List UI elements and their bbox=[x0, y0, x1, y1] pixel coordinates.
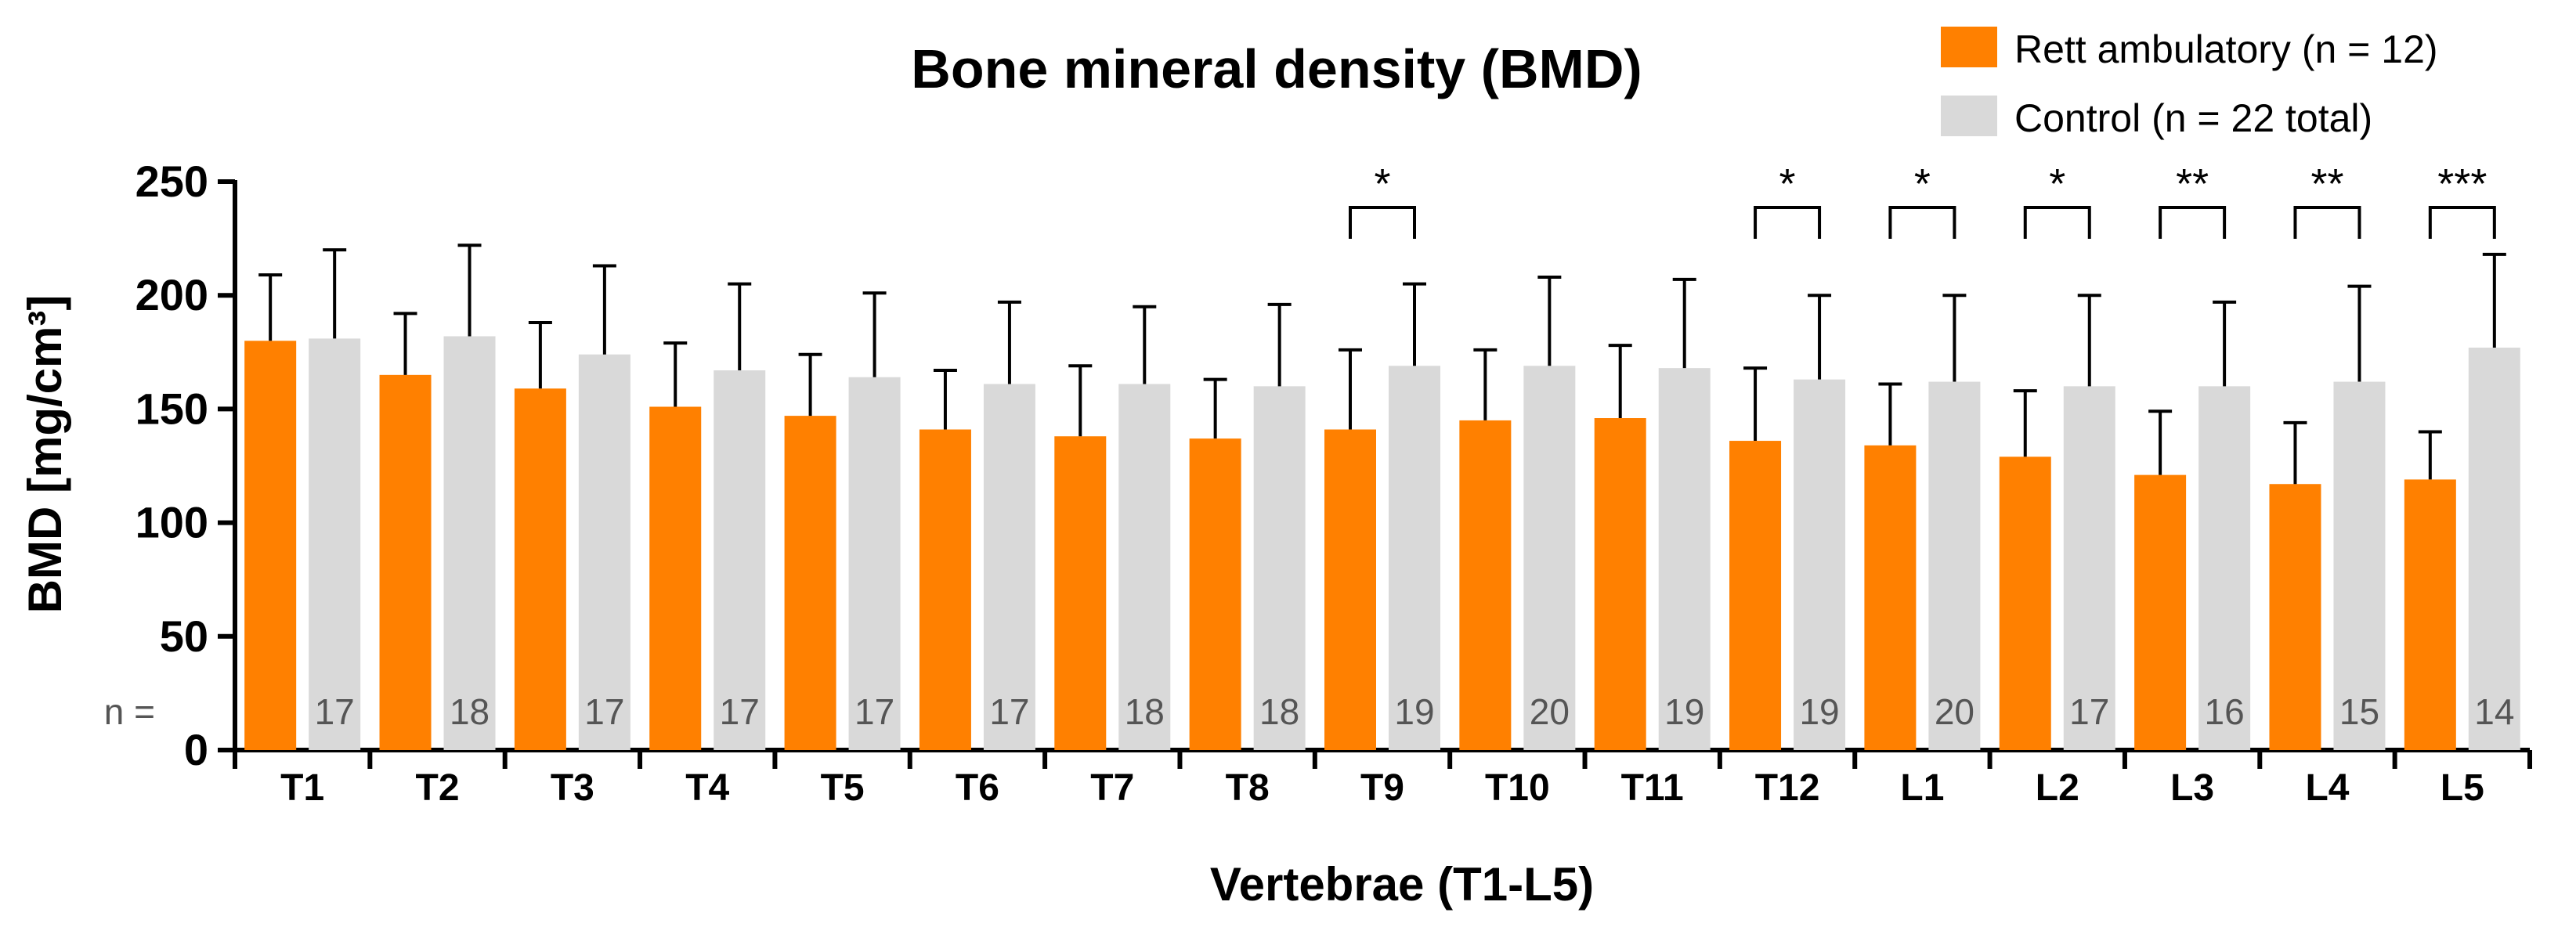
n-value-T1: 17 bbox=[315, 691, 355, 732]
bar-rett-T6 bbox=[919, 429, 971, 750]
significance-bracket-L2 bbox=[2023, 206, 2091, 239]
legend-swatch-rett bbox=[1941, 27, 1997, 67]
bar-rett-T3 bbox=[514, 388, 566, 750]
bar-control-T11 bbox=[1658, 368, 1711, 750]
significance-label-L5: *** bbox=[2437, 161, 2487, 207]
x-tick-label-T10: T10 bbox=[1485, 767, 1550, 809]
legend: Rett ambulatory (n = 12) Control (n = 22… bbox=[1941, 27, 2438, 140]
bar-control-L3 bbox=[2198, 386, 2251, 750]
bar-rett-T7 bbox=[1054, 436, 1107, 750]
x-tick-label-T9: T9 bbox=[1360, 767, 1404, 809]
n-value-L3: 16 bbox=[2205, 691, 2245, 732]
bar-rett-T12 bbox=[1729, 441, 1782, 750]
plot-area: 0 50 100 150 200 250 17 T1 18 T2 17 T3 17 T4 17 T5 17 T6 1… bbox=[135, 157, 2532, 809]
y-tick-label: 0 bbox=[184, 725, 208, 774]
bar-rett-T8 bbox=[1189, 438, 1241, 750]
x-tick-label-T5: T5 bbox=[821, 767, 865, 809]
n-value-L2: 17 bbox=[2069, 691, 2109, 732]
y-tick-label: 150 bbox=[135, 384, 208, 433]
chart-title: Bone mineral density (BMD) bbox=[911, 38, 1642, 99]
significance-bracket-T9 bbox=[1349, 206, 1416, 239]
n-value-T10: 20 bbox=[1530, 691, 1570, 732]
x-tick-label-T6: T6 bbox=[956, 767, 999, 809]
n-value-L1: 20 bbox=[1935, 691, 1974, 732]
bar-control-T12 bbox=[1794, 379, 1846, 750]
significance-bracket-L3 bbox=[2159, 206, 2227, 239]
bar-rett-T10 bbox=[1459, 420, 1512, 750]
n-value-T11: 19 bbox=[1664, 691, 1704, 732]
significance-label-T12: * bbox=[1779, 161, 1796, 207]
x-tick-label-T3: T3 bbox=[551, 767, 594, 809]
bar-rett-T1 bbox=[244, 341, 297, 750]
bar-control-T5 bbox=[848, 377, 901, 750]
x-tick-label-L5: L5 bbox=[2441, 767, 2484, 809]
x-tick-label-L2: L2 bbox=[2036, 767, 2079, 809]
significance-bracket-T12 bbox=[1754, 206, 1822, 239]
y-axis-label: BMD [mg/cm³] bbox=[19, 295, 71, 614]
significance-label-L3: ** bbox=[2176, 161, 2209, 207]
bar-control-T3 bbox=[578, 354, 630, 750]
x-tick-label-L1: L1 bbox=[1900, 767, 1944, 809]
bar-control-L2 bbox=[2063, 386, 2115, 750]
bar-rett-L3 bbox=[2134, 474, 2187, 750]
n-value-L5: 14 bbox=[2474, 691, 2514, 732]
bar-rett-L4 bbox=[2269, 484, 2321, 750]
legend-swatch-control bbox=[1941, 96, 1997, 136]
bar-rett-T2 bbox=[379, 374, 432, 750]
significance-bracket-L5 bbox=[2428, 206, 2496, 239]
n-value-T4: 17 bbox=[720, 691, 760, 732]
bar-rett-T5 bbox=[784, 416, 836, 750]
significance-label-L4: ** bbox=[2310, 161, 2343, 207]
bar-control-L5 bbox=[2468, 347, 2520, 750]
x-axis-label: Vertebrae (T1-L5) bbox=[1210, 858, 1594, 911]
n-value-T6: 17 bbox=[989, 691, 1029, 732]
significance-label-T9: * bbox=[1374, 161, 1390, 207]
bar-rett-T9 bbox=[1324, 429, 1376, 750]
bar-rett-T4 bbox=[649, 406, 702, 750]
y-tick-label: 200 bbox=[135, 270, 208, 319]
bar-control-T6 bbox=[983, 384, 1035, 750]
n-value-T8: 18 bbox=[1259, 691, 1299, 732]
bar-rett-L2 bbox=[1999, 456, 2051, 750]
bar-control-T8 bbox=[1253, 386, 1306, 750]
x-tick-label-T8: T8 bbox=[1226, 767, 1270, 809]
bar-control-T7 bbox=[1118, 384, 1171, 750]
x-tick-label-L4: L4 bbox=[2305, 767, 2349, 809]
legend-label-rett: Rett ambulatory (n = 12) bbox=[2014, 27, 2438, 71]
x-tick-label-T4: T4 bbox=[685, 767, 729, 809]
x-tick-label-T11: T11 bbox=[1621, 767, 1684, 809]
x-tick-label-T1: T1 bbox=[280, 767, 324, 809]
y-tick-label: 100 bbox=[135, 498, 208, 547]
bar-control-T2 bbox=[443, 336, 496, 750]
n-value-T7: 18 bbox=[1125, 691, 1165, 732]
bar-rett-T11 bbox=[1594, 418, 1646, 750]
significance-bracket-L1 bbox=[1888, 206, 1956, 239]
significance-label-L2: * bbox=[2049, 161, 2065, 207]
n-value-T12: 19 bbox=[1799, 691, 1839, 732]
significance-label-L1: * bbox=[1914, 161, 1931, 207]
bar-rett-L1 bbox=[1864, 445, 1917, 750]
x-tick-label-T2: T2 bbox=[416, 767, 460, 809]
bar-control-T1 bbox=[309, 338, 361, 751]
n-value-T3: 17 bbox=[584, 691, 624, 732]
bar-control-T4 bbox=[714, 370, 766, 750]
bar-control-L1 bbox=[1928, 381, 1981, 750]
x-tick-label-T12: T12 bbox=[1755, 767, 1820, 809]
n-value-T5: 17 bbox=[854, 691, 894, 732]
legend-label-control: Control (n = 22 total) bbox=[2014, 96, 2372, 140]
x-tick-label-L3: L3 bbox=[2170, 767, 2214, 809]
significance-bracket-L4 bbox=[2293, 206, 2361, 239]
n-value-L4: 15 bbox=[2339, 691, 2379, 732]
y-tick-label: 250 bbox=[135, 157, 208, 206]
bar-rett-L5 bbox=[2404, 479, 2456, 750]
y-tick-label: 50 bbox=[160, 611, 208, 661]
bar-control-T10 bbox=[1523, 366, 1576, 750]
n-value-T2: 18 bbox=[450, 691, 490, 732]
n-label: n = bbox=[104, 691, 155, 732]
x-tick-label-T7: T7 bbox=[1090, 767, 1134, 809]
n-value-T9: 19 bbox=[1394, 691, 1434, 732]
bar-control-L4 bbox=[2333, 381, 2386, 750]
bar-control-T9 bbox=[1389, 366, 1440, 750]
